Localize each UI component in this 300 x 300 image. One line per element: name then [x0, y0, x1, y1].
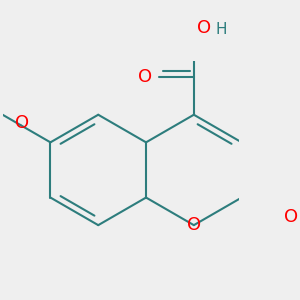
Text: O: O: [284, 208, 298, 226]
Text: O: O: [138, 68, 152, 86]
Text: H: H: [216, 22, 227, 37]
Text: O: O: [15, 114, 29, 132]
Text: O: O: [197, 19, 212, 37]
Text: O: O: [187, 216, 201, 234]
